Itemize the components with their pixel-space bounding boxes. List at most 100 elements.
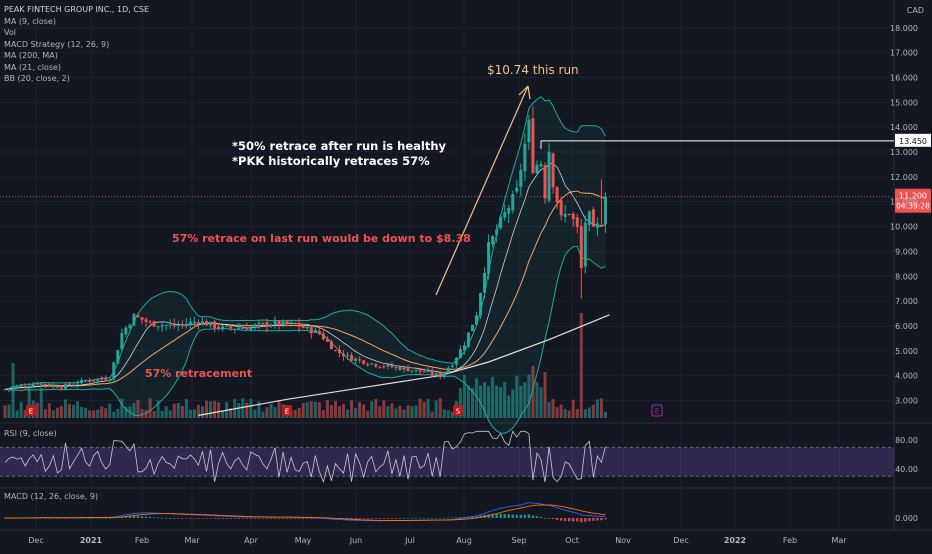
candle-body <box>475 315 479 325</box>
volume-bar <box>55 407 59 418</box>
candle-body <box>180 323 184 325</box>
healthy-note-line2[interactable]: *PKK historically retraces 57% <box>232 154 430 168</box>
volume-bar <box>414 405 418 418</box>
run-arrow-line <box>435 85 529 296</box>
legend-ma200[interactable]: MA (200, MA) <box>4 51 58 60</box>
indicator-legend: PEAK FINTECH GROUP INC., 1D, CSE MA (9, … <box>4 4 149 85</box>
candle-body <box>136 315 140 318</box>
candle-body <box>591 209 595 227</box>
volume-bar <box>112 411 116 418</box>
volume-bar <box>124 407 128 418</box>
candle-body <box>35 383 39 385</box>
retrace-target-note[interactable]: 57% retrace on last run would be down to… <box>172 232 471 245</box>
volume-bar <box>277 399 281 418</box>
macd-histogram-bar <box>189 518 192 519</box>
volume-bar <box>531 365 535 418</box>
legend-ma21[interactable]: MA (21, close) <box>4 62 62 72</box>
volume-bar <box>523 382 527 418</box>
bar-countdown-label: 04:39:28 <box>896 202 930 211</box>
volume-bar <box>261 411 265 418</box>
ma21-line <box>4 190 606 390</box>
legend-macd-strategy[interactable]: MACD Strategy (12, 26, 9) <box>4 39 110 49</box>
candle-body <box>470 324 474 332</box>
candle-body <box>245 327 249 330</box>
healthy-note-line1[interactable]: *50% retrace after run is healthy <box>232 139 447 153</box>
macd-histogram-bar <box>426 517 430 519</box>
candle-body <box>458 349 462 359</box>
macd-histogram-bar <box>257 518 261 519</box>
volume-bar <box>168 410 172 418</box>
volume-bar <box>470 387 474 418</box>
candle-body <box>164 324 168 326</box>
volume-bar <box>354 407 358 418</box>
volume-bar <box>96 409 100 418</box>
resistance-price-tag <box>895 133 931 147</box>
macd-histogram-bar <box>588 518 591 522</box>
volume-bar <box>184 399 188 418</box>
legend-ma9[interactable]: MA (9, close) <box>4 16 56 26</box>
candle-body <box>491 236 495 245</box>
symbol-title[interactable]: PEAK FINTECH GROUP INC., 1D, CSE <box>4 5 150 14</box>
macd-histogram-bar <box>402 517 406 519</box>
volume-bar <box>100 406 104 418</box>
candle-body <box>305 326 309 329</box>
candle-body <box>253 324 257 327</box>
candle-body <box>370 363 374 365</box>
macd-histogram-bar <box>354 518 357 519</box>
candle-body <box>27 386 31 388</box>
volume-bar <box>603 411 607 418</box>
candle-body <box>438 372 442 378</box>
volume-bar <box>148 398 152 418</box>
volume-bar <box>293 410 297 418</box>
macd-histogram-bar <box>225 518 228 519</box>
candle-body <box>378 366 382 368</box>
macd-histogram-bar <box>346 518 349 519</box>
volume-bar <box>297 407 301 418</box>
candle-body <box>390 365 394 368</box>
run-label[interactable]: $10.74 this run <box>487 63 579 77</box>
legend-vol[interactable]: Vol <box>4 28 16 37</box>
macd-histogram-bar <box>547 518 551 519</box>
candle-body <box>426 370 430 372</box>
macd-histogram-bar <box>84 517 87 519</box>
rsi-pane-label[interactable]: RSI (9, close) <box>4 429 57 438</box>
candle-body <box>55 385 59 388</box>
volume-bar <box>507 395 511 418</box>
legend-bb[interactable]: BB (20, close, 2) <box>4 74 70 83</box>
time-tick-label: Aug <box>456 536 472 545</box>
volume-bar <box>253 409 257 418</box>
volume-bar <box>35 402 39 418</box>
volume-bar <box>164 406 168 418</box>
candle-body <box>414 369 418 371</box>
candle-body <box>527 119 531 143</box>
macd-histogram-bar <box>398 518 402 519</box>
price-tick-label: 8.000 <box>895 272 918 281</box>
candle-body <box>539 163 543 167</box>
macd-histogram-bar <box>160 517 164 519</box>
candle-body <box>442 372 446 377</box>
volume-bar <box>519 386 523 418</box>
candle-body <box>495 229 499 236</box>
candle-body <box>587 211 591 225</box>
macd-histogram-bar <box>148 516 152 518</box>
macd-histogram-bar <box>555 518 559 520</box>
candle-body <box>317 330 321 334</box>
volume-bar <box>265 407 269 418</box>
macd-pane-label[interactable]: MACD (12, 26, close, 9) <box>4 492 99 501</box>
macd-histogram-bar <box>120 516 124 518</box>
retracement-note[interactable]: 57% retracement <box>145 367 252 380</box>
volume-bar <box>152 410 156 418</box>
candle-body <box>483 272 487 293</box>
volume-bar <box>249 398 253 418</box>
earnings-marker <box>282 405 292 416</box>
price-tick-label: 6.000 <box>895 322 918 331</box>
volume-bar <box>301 403 305 418</box>
earnings-marker <box>651 404 663 417</box>
candle-body <box>160 325 164 327</box>
macd-histogram-bar <box>475 515 478 518</box>
macd-histogram-bar <box>64 518 67 519</box>
bollinger-lower-line <box>4 245 606 434</box>
volume-bar <box>84 407 88 418</box>
